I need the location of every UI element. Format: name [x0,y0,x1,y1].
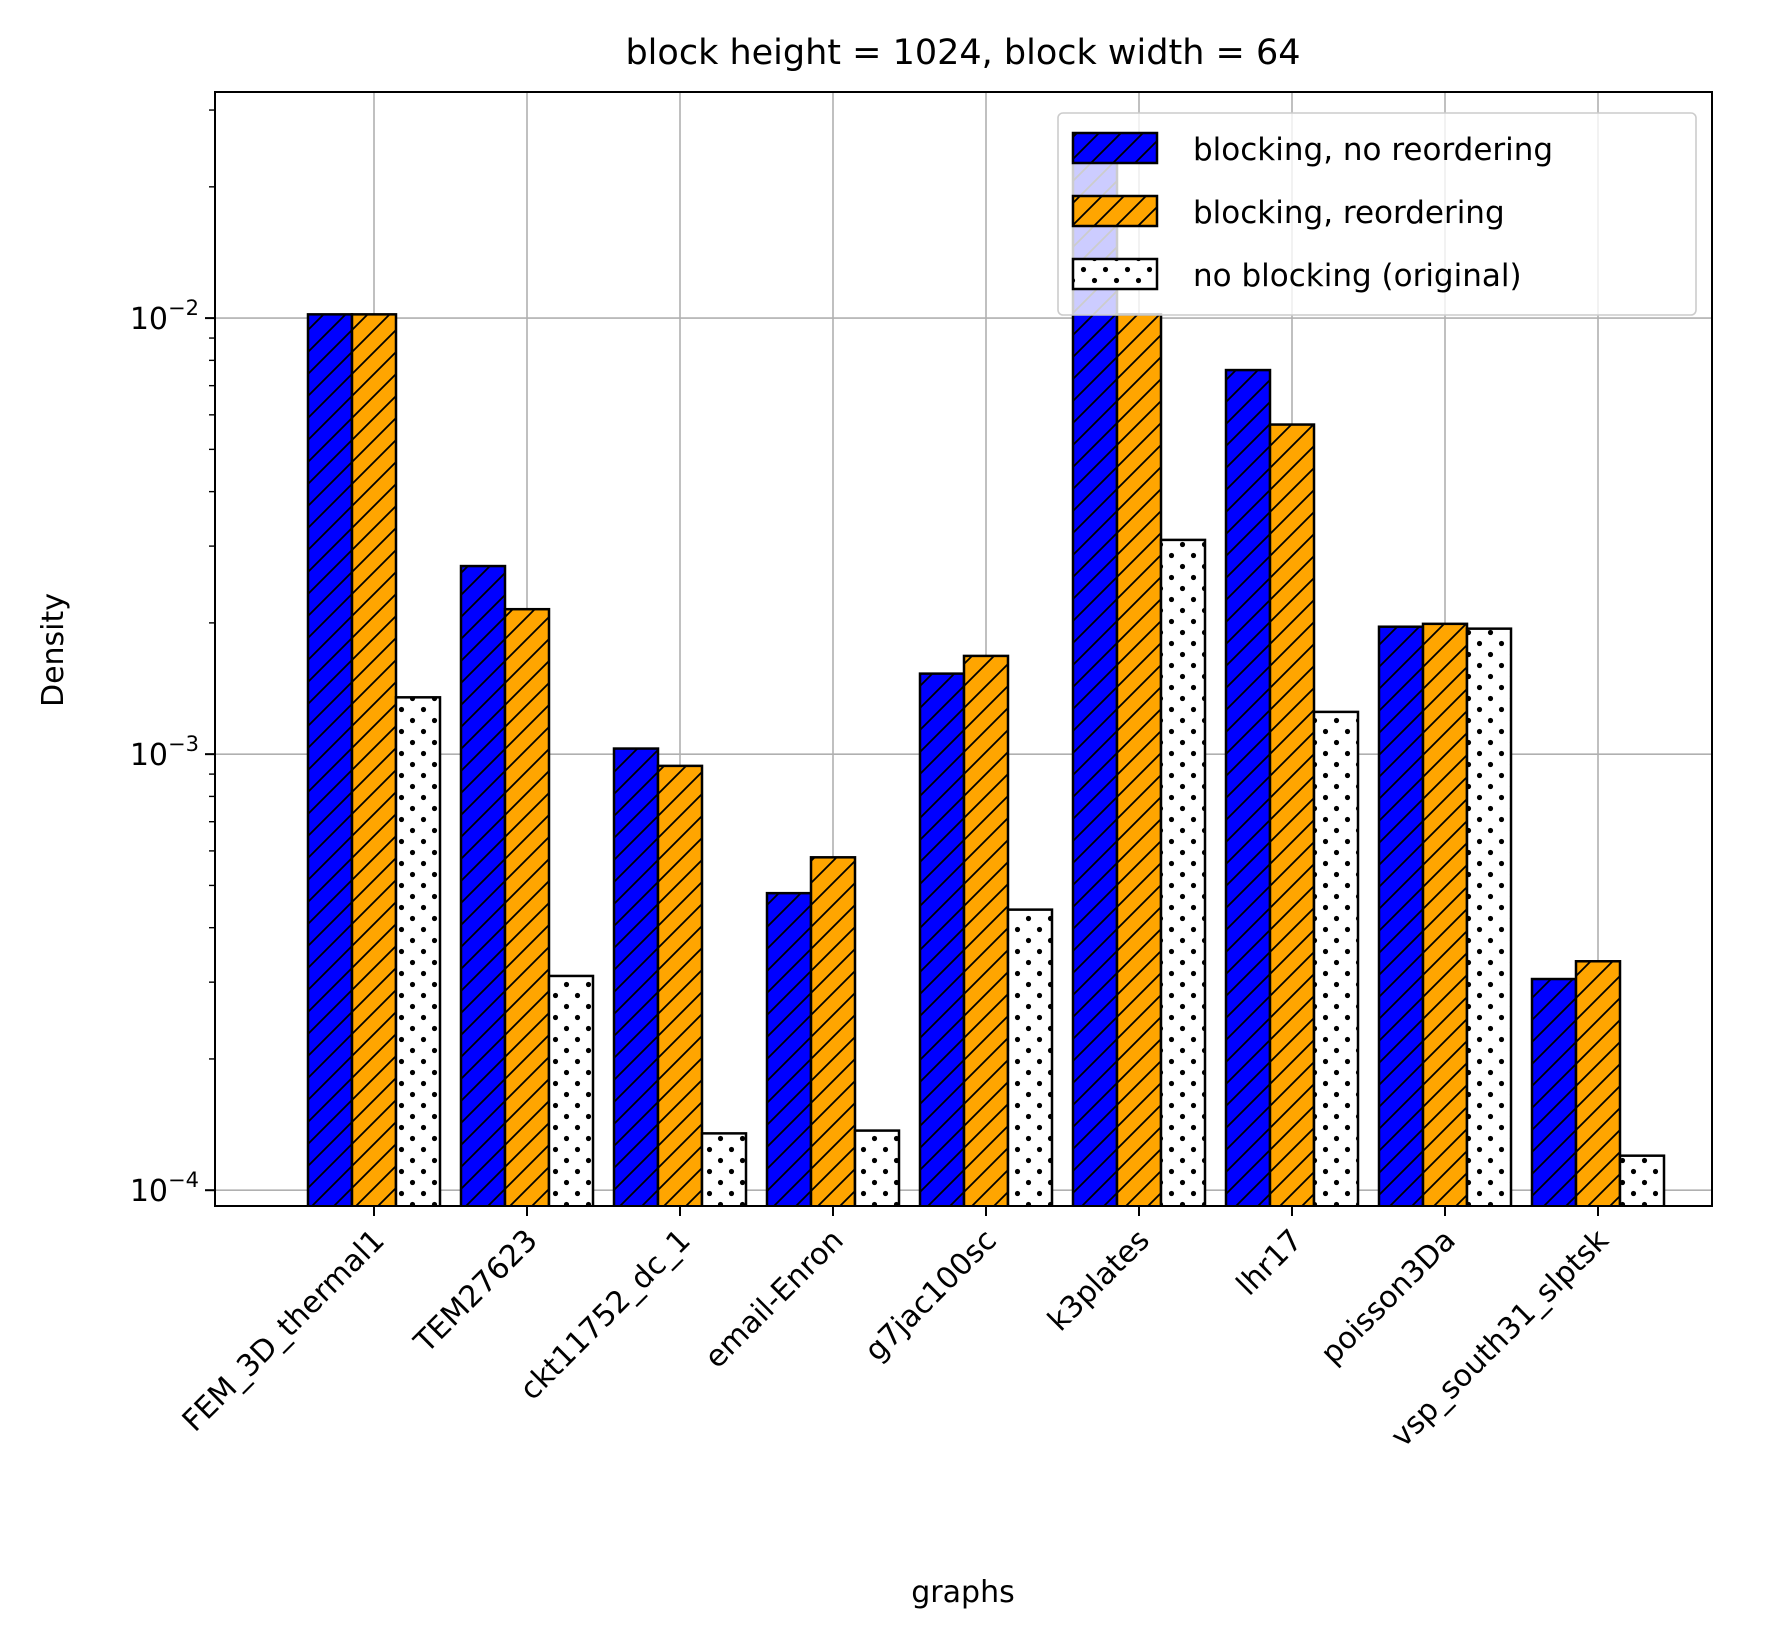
bar-outline [547,974,595,1206]
chart-title: block height = 1024, block width = 64 [625,33,1300,73]
bar-outline [1530,977,1578,1206]
x-tick-label: lhr17 [1230,1223,1310,1303]
x-tick-label: poisson3Da [1314,1223,1462,1371]
bar-outline [459,564,507,1206]
bar-outline [809,856,857,1206]
x-axis-label: graphs [911,1575,1014,1610]
bar-outline [765,891,813,1206]
bar-outline [1465,627,1513,1206]
bar-outline [1268,423,1316,1206]
x-tick-label: FEM_3D_thermal1 [176,1223,392,1439]
bar-outline [1377,625,1425,1206]
bar-outline [1006,908,1054,1206]
bar-outline [350,313,398,1206]
bar-outline [700,1132,748,1206]
bar-outline [1574,960,1622,1206]
y-axis-label: Density [36,593,71,707]
legend: blocking, no reordering blocking, reorder… [1057,112,1697,316]
x-tick-label: TEM27623 [407,1223,545,1361]
x-tick-label: email-Enron [698,1223,850,1375]
bar-outline [1421,622,1469,1206]
legend-label: blocking, reordering [1193,195,1505,231]
bar-outline [918,672,966,1206]
bars [306,139,1666,1206]
bar-outline [1115,313,1163,1206]
bar-outline [306,313,354,1206]
bar-outline [1312,710,1360,1206]
legend-box [1057,112,1697,316]
legend-swatch-outline [1071,194,1159,228]
bar-outline [1224,368,1272,1206]
y-tick-label: 10−4 [130,1168,199,1209]
legend-swatch-outline [1071,131,1159,165]
y-tick-label: 10−3 [130,732,199,773]
plot-frame [214,91,1713,1207]
bar-outline [503,607,551,1206]
bar-outline [1159,538,1207,1206]
bar-outline [853,1129,901,1206]
y-tick-label: 10−2 [130,296,199,337]
bar-outline [612,747,660,1206]
legend-label: no blocking (original) [1193,258,1522,294]
bar-outline [394,696,442,1206]
bar-outline [656,764,704,1206]
bar-outline [962,654,1010,1206]
x-tick-label: k3plates [1041,1223,1156,1338]
bar-outline [1618,1154,1666,1206]
legend-swatch-outline [1071,257,1159,291]
legend-label: blocking, no reordering [1193,132,1553,168]
x-tick-label: g7jac100sc [858,1223,1003,1368]
